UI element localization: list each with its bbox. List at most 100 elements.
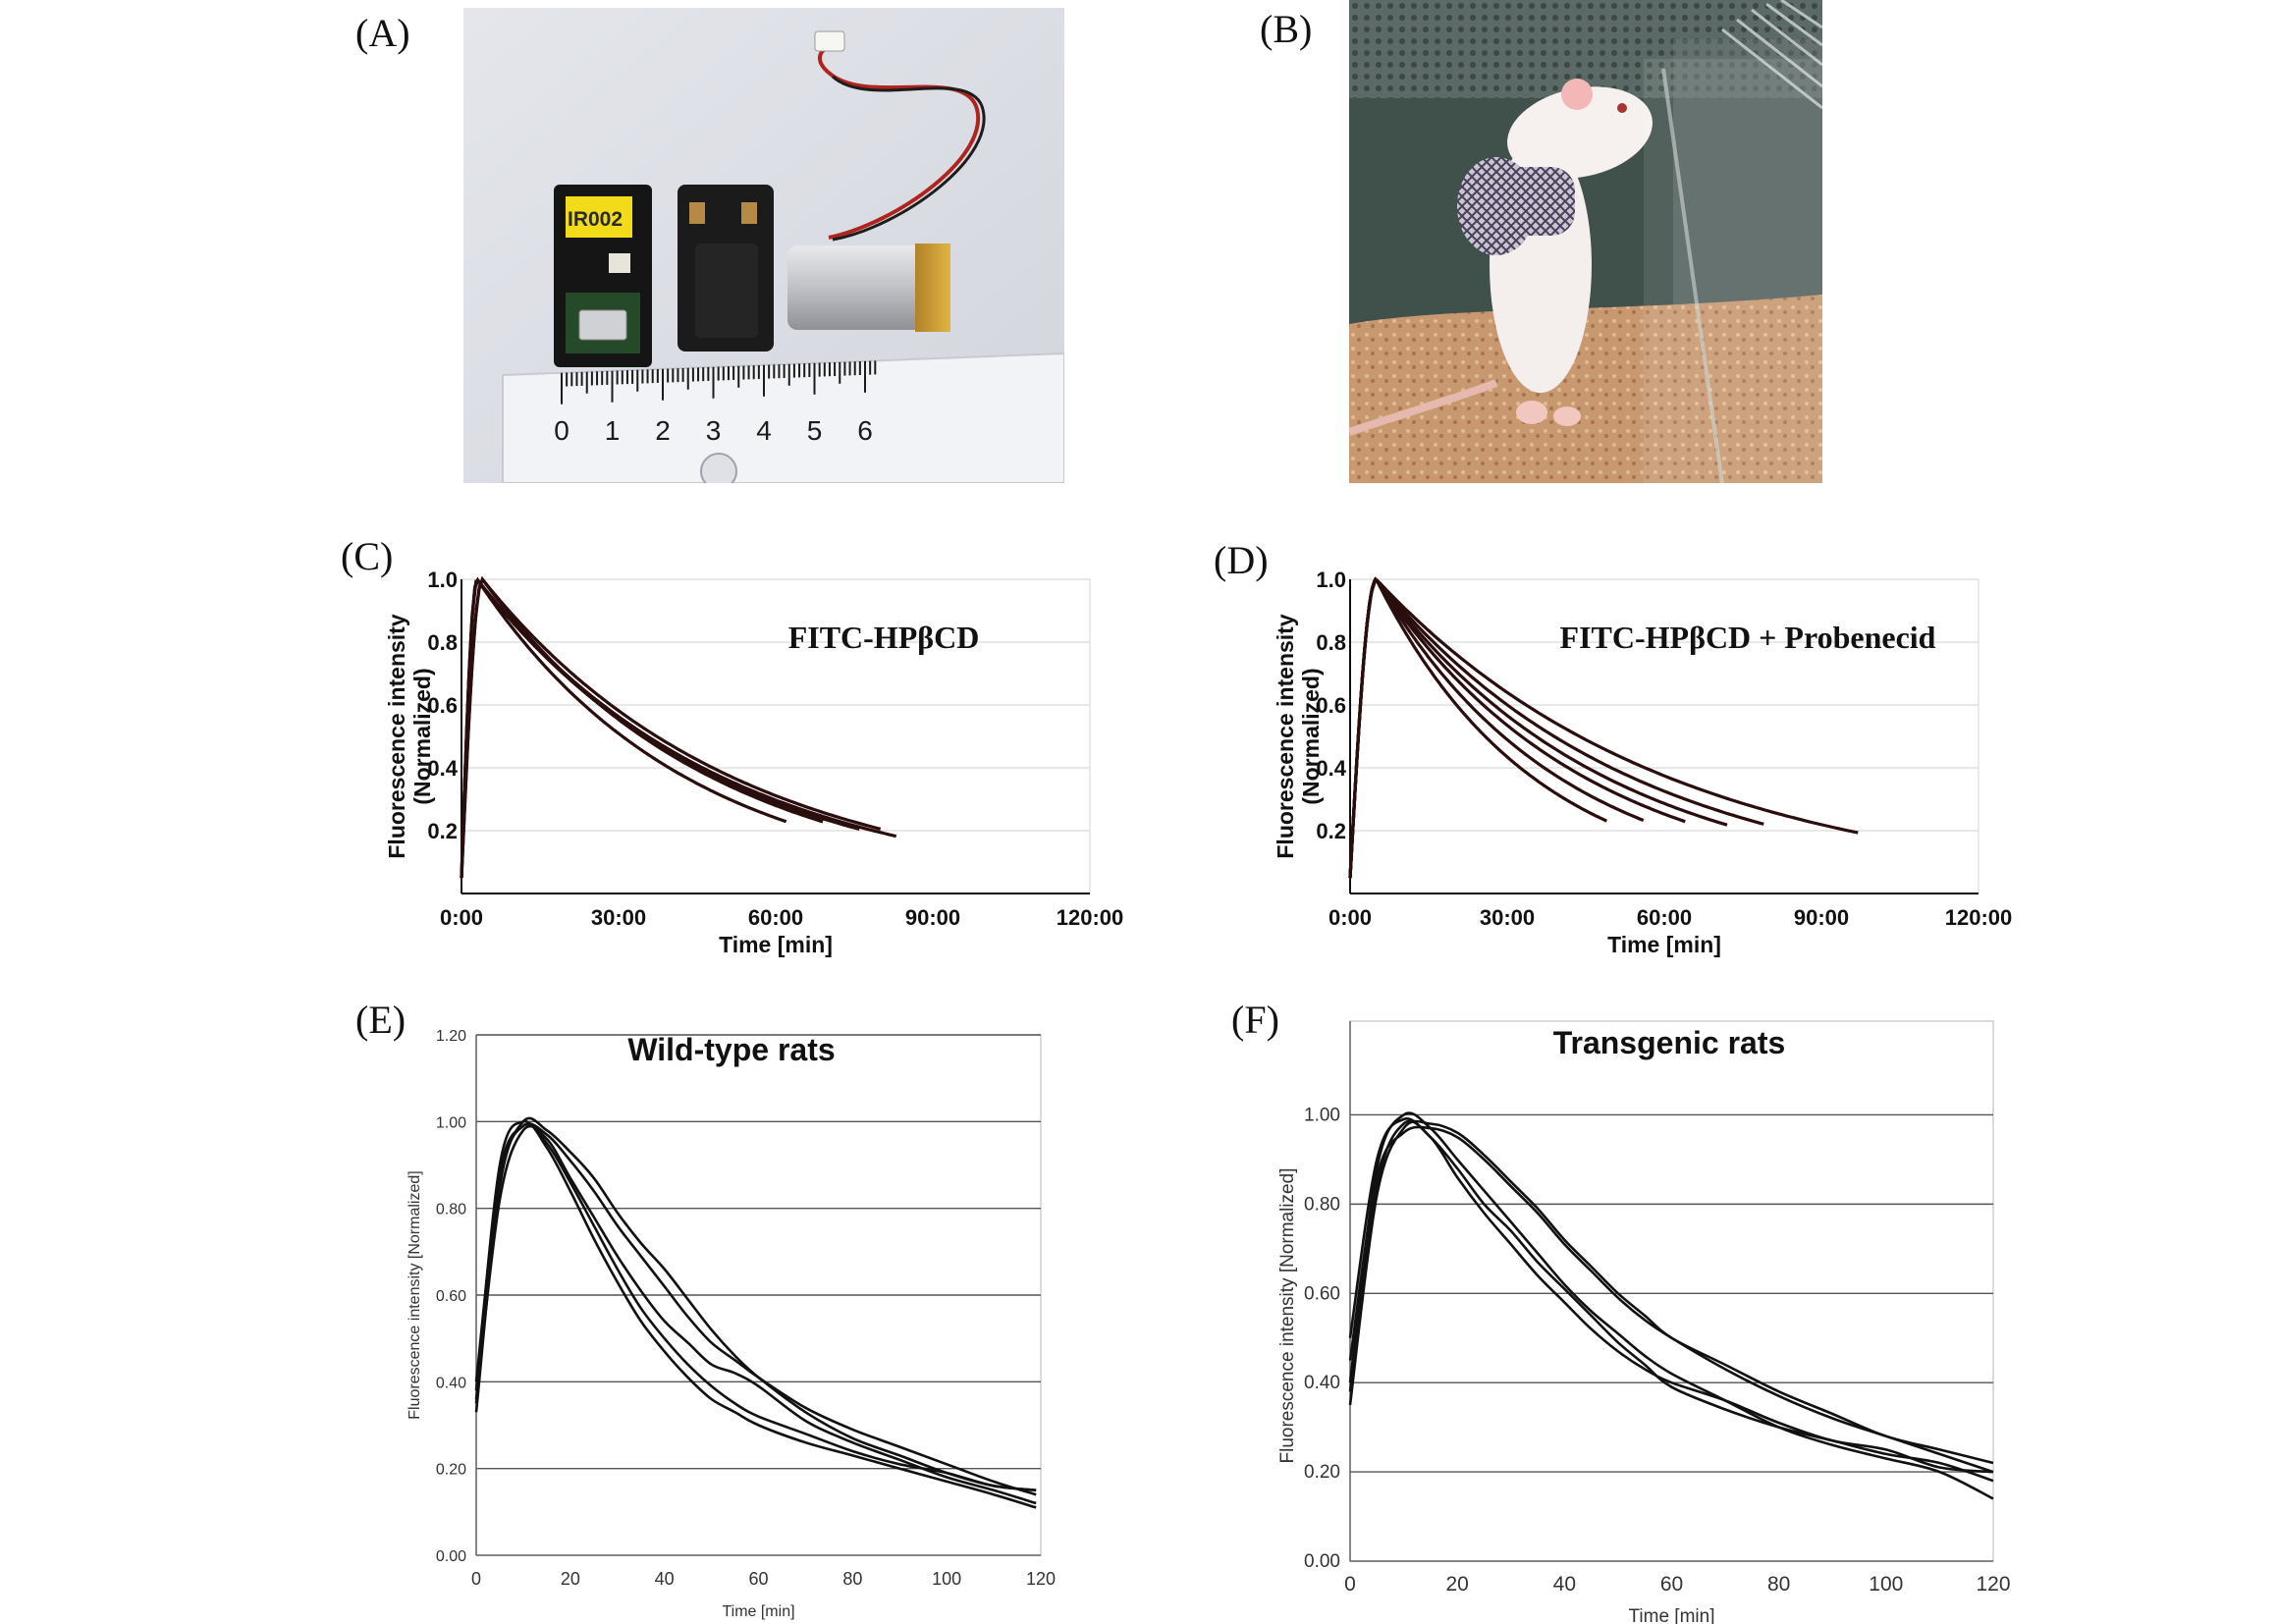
x-tick-label: 30:00 (591, 905, 646, 930)
y-tick-label: 0.2 (1316, 819, 1346, 843)
series-line-4 (1348, 577, 1728, 879)
y-tick-label: 0.20 (1304, 1462, 1340, 1483)
y-tick-label: 0.80 (436, 1202, 466, 1218)
x-tick-label: 0:00 (440, 905, 483, 930)
y-axis-label: Fluorescence intensity [Normalized] (407, 1170, 423, 1419)
ruler-ticks (561, 360, 877, 405)
x-tick-label: 60 (748, 1569, 768, 1589)
panel-label-d: (D) (1214, 538, 1269, 582)
chart-d-fitc-hpbcd-probenecid: 0.2 0.4 0.6 0.8 1.0 0:00 30:00 60:00 90:00 120:00… (1273, 568, 2012, 957)
chart-f-transgenic-rats: 0.00 0.20 0.40 0.60 0.80 1.00 0 20 40 60 80 100 120 T… (1277, 1020, 2011, 1624)
series-line-1 (1348, 1111, 1994, 1500)
chart-title: Wild-type rats (627, 1032, 835, 1067)
x-tick-label: 100 (932, 1569, 961, 1589)
panel-label-e: (E) (355, 998, 407, 1042)
x-tick-label: 120 (1976, 1573, 2010, 1596)
y-tick-label: 0.4 (427, 756, 458, 781)
y-axis-label: Fluorescence intensity (384, 614, 409, 858)
ruler-number: 1 (605, 415, 621, 446)
ruler-number: 2 (655, 415, 671, 446)
series-group (460, 575, 897, 879)
y-tick-label: 0.2 (427, 819, 458, 843)
grid (476, 1034, 1041, 1470)
x-tick-label: 30:00 (1480, 905, 1535, 930)
chart-title: FITC-HPβCD (788, 620, 980, 655)
y-tick-label: 0.40 (436, 1375, 466, 1391)
y-axis-label-unit: (Normalized) (409, 668, 435, 804)
y-tick-label: 0.4 (1316, 756, 1346, 781)
y-tick-label: 1.00 (436, 1114, 466, 1131)
plot-frame (1349, 1020, 1994, 1562)
y-tick-label: 0.8 (1316, 630, 1346, 655)
x-tick-label: 60:00 (748, 905, 803, 930)
series-line-5 (1348, 578, 1764, 879)
y-tick-label: 0.60 (1304, 1283, 1340, 1304)
ruler-number: 3 (706, 415, 722, 446)
x-tick-label: 20 (1445, 1573, 1468, 1596)
y-tick-label: 1.0 (427, 568, 458, 592)
ruler-number: 6 (857, 415, 873, 446)
y-axis-label: Fluorescence intensity (1273, 614, 1298, 858)
series-line-3 (1348, 1117, 1994, 1483)
series-line-3 (1348, 577, 1686, 879)
x-axis-label: Time [min] (719, 932, 833, 957)
series-line-1 (1348, 576, 1607, 879)
photo-device-and-ruler: IR002 0 1 2 3 4 5 6 (463, 8, 1064, 483)
series-line-4 (474, 1119, 1037, 1509)
grid (461, 578, 1090, 832)
series-line-5 (460, 579, 897, 879)
panel-label-a: (A) (355, 11, 410, 55)
x-tick-label: 90:00 (1794, 905, 1849, 930)
chart-c-fitc-hpbcd: 0.2 0.4 0.6 0.8 1.0 0:00 30:00 60:00 90:00 120:00… (384, 568, 1123, 957)
x-tick-label: 40 (1553, 1573, 1576, 1596)
y-tick-label: 1.20 (436, 1028, 466, 1045)
ruler-number: 5 (807, 415, 823, 446)
y-tick-label: 1.0 (1316, 568, 1346, 592)
series-line-3 (474, 1124, 1037, 1505)
series-line-1 (474, 1116, 1037, 1492)
chart-title: Transgenic rats (1553, 1025, 1786, 1060)
y-tick-label: 0.6 (427, 693, 458, 718)
panel-label-c: (C) (341, 534, 394, 578)
y-tick-label: 0.80 (1304, 1194, 1340, 1215)
ruler-number: 4 (756, 415, 772, 446)
panel-label-f: (F) (1231, 998, 1279, 1042)
x-tick-label: 80 (1767, 1573, 1790, 1596)
x-tick-label: 100 (1869, 1573, 1903, 1596)
y-tick-label: 0.40 (1304, 1373, 1340, 1393)
x-axis-label: Time [min] (722, 1603, 794, 1620)
ruler-number: 0 (554, 415, 569, 446)
device-illustration: IR002 0 1 2 3 4 5 6 (463, 8, 1064, 483)
y-tick-label: 0.60 (436, 1288, 466, 1305)
panel-label-b: (B) (1260, 7, 1313, 51)
series-line-5 (474, 1122, 1037, 1492)
y-tick-label: 0.8 (427, 630, 458, 655)
y-tick-label: 0.20 (436, 1462, 466, 1479)
series-line-2 (1348, 578, 1645, 879)
x-tick-label: 20 (561, 1569, 580, 1589)
chart-title: FITC-HPβCD + Probenecid (1560, 620, 1936, 655)
x-axis-label: Time [min] (1629, 1606, 1715, 1624)
rat-illustration (1349, 0, 1822, 483)
x-tick-label: 120:00 (1057, 905, 1124, 930)
x-tick-label: 0 (1344, 1573, 1356, 1596)
y-axis-label-unit: (Normalized) (1298, 668, 1324, 804)
series-line-5 (1348, 1119, 1994, 1474)
x-tick-label: 40 (655, 1569, 675, 1589)
device-label: IR002 (568, 208, 623, 231)
series-line-6 (1348, 576, 1859, 879)
series-line-4 (460, 575, 882, 879)
y-axis-label: Fluorescence intensity [Normalized] (1277, 1168, 1298, 1464)
series-group (1348, 576, 1859, 879)
series-line-2 (1348, 1119, 1994, 1465)
series-group (1348, 1111, 1994, 1500)
series-line-1 (460, 576, 787, 879)
x-tick-label: 0:00 (1328, 905, 1372, 930)
x-tick-label: 60 (1660, 1573, 1683, 1596)
plot-frame (461, 578, 1091, 894)
x-tick-label: 120 (1026, 1569, 1056, 1589)
y-tick-label: 0.00 (436, 1548, 466, 1565)
x-tick-label: 0 (471, 1569, 481, 1589)
x-tick-label: 80 (842, 1569, 862, 1589)
series-line-2 (474, 1122, 1037, 1496)
